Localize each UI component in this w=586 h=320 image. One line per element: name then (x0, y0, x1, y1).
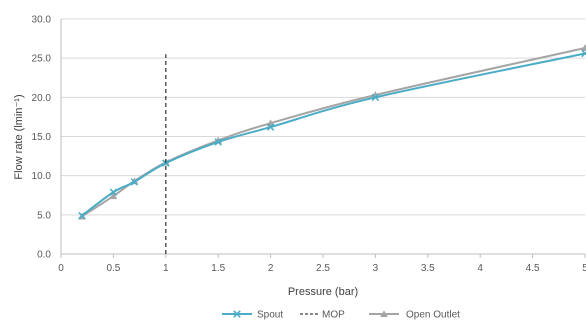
y-tick-label: 0.0 (37, 250, 51, 261)
y-tick-label: 30.0 (32, 15, 52, 26)
spout-point-stroke (109, 188, 118, 196)
legend-marker-spout (233, 310, 241, 318)
x-tick-label: 3 (373, 263, 379, 274)
spout-point (371, 93, 380, 102)
legend-label-mop: MOP (322, 310, 345, 320)
spout-point (130, 178, 139, 186)
x-axis-title: Pressure (bar) (288, 286, 358, 298)
legend-item-open-outlet: Open Outlet (369, 310, 460, 320)
spout-point (78, 211, 86, 220)
open-outlet-point (581, 44, 586, 52)
x-tick-label: 0.5 (106, 263, 120, 274)
spout-point-stroke (78, 211, 86, 220)
legend-label-spout: Spout (257, 310, 283, 320)
y-tick-label: 25.0 (32, 54, 52, 65)
x-tick-label: 0 (58, 263, 64, 274)
legend-item-mop: MOP (300, 310, 345, 320)
y-tick-label: 10.0 (32, 171, 52, 182)
x-tick-labels: 0 0.5 1 1.5 2 2.5 3 3.5 4 4.5 5 (58, 263, 586, 274)
y-tick-label: 20.0 (32, 93, 52, 104)
y-axis-title: Flow rate (lmin⁻¹) (13, 94, 25, 179)
gridlines (61, 18, 585, 216)
spout-point (581, 49, 586, 58)
spout-point-stroke (371, 93, 380, 102)
x-tick-label: 5 (582, 263, 586, 274)
spout-point-stroke (581, 51, 586, 58)
x-tick-label: 3.5 (421, 263, 435, 274)
spout-line (81, 52, 586, 217)
spout-point (214, 138, 222, 146)
x-tick-label: 1 (163, 263, 169, 274)
x-tick-label: 2.5 (316, 263, 330, 274)
spout-point (109, 188, 118, 196)
y-tick-label: 15.0 (32, 132, 52, 143)
x-tick-label: 4.5 (526, 263, 540, 274)
y-tick-label: 5.0 (37, 210, 51, 221)
spout-point-stroke (130, 178, 139, 186)
axes (60, 19, 586, 258)
spout-point-stroke (266, 123, 275, 131)
legend-label-open-outlet: Open Outlet (406, 310, 460, 320)
legend-marker-open-outlet (380, 310, 388, 318)
series-layer (78, 44, 586, 254)
legend-marker-spout-stroke (233, 310, 241, 318)
open-outlet-point (109, 192, 118, 200)
x-tick-label: 4 (477, 263, 483, 274)
spout-point-stroke (162, 159, 170, 167)
y-tick-labels: 0.0 5.0 10.0 15.0 20.0 25.0 30.0 (32, 15, 52, 261)
legend-item-spout: Spout (222, 310, 283, 320)
spout-point (162, 159, 170, 167)
spout-point (266, 123, 275, 131)
x-tick-label: 1.5 (211, 263, 225, 274)
open-outlet-line (81, 47, 586, 218)
legend: Spout MOP Open Outlet (222, 310, 460, 320)
x-tick-label: 2 (268, 263, 274, 274)
spout-point-stroke (214, 138, 222, 146)
